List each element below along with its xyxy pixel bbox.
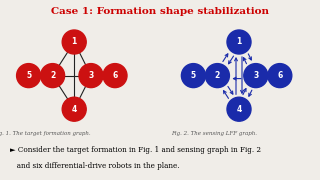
Text: Fig. 1. The target formation graph.: Fig. 1. The target formation graph.	[0, 131, 91, 136]
Circle shape	[268, 64, 292, 88]
Text: 1: 1	[72, 37, 77, 46]
Text: 5: 5	[191, 71, 196, 80]
Circle shape	[103, 64, 127, 88]
Text: 2: 2	[50, 71, 55, 80]
Text: ► Consider the target formation in Fig. 1 and sensing graph in Fig. 2: ► Consider the target formation in Fig. …	[10, 146, 260, 154]
Text: 4: 4	[72, 105, 77, 114]
Circle shape	[62, 30, 86, 54]
Circle shape	[17, 64, 41, 88]
Text: 6: 6	[277, 71, 283, 80]
Text: 5: 5	[26, 71, 31, 80]
Text: 4: 4	[236, 105, 242, 114]
Circle shape	[181, 64, 205, 88]
Circle shape	[205, 64, 229, 88]
Text: 2: 2	[215, 71, 220, 80]
Circle shape	[41, 64, 65, 88]
Text: Case 1: Formation shape stabilization: Case 1: Formation shape stabilization	[51, 7, 269, 16]
Circle shape	[62, 97, 86, 121]
Text: 3: 3	[88, 71, 94, 80]
Circle shape	[227, 30, 251, 54]
Text: 3: 3	[253, 71, 259, 80]
Text: and six differential-drive robots in the plane.: and six differential-drive robots in the…	[10, 162, 179, 170]
Text: 1: 1	[236, 37, 242, 46]
Text: 6: 6	[112, 71, 118, 80]
Text: Fig. 2. The sensing LFF graph.: Fig. 2. The sensing LFF graph.	[172, 131, 257, 136]
Circle shape	[244, 64, 268, 88]
Circle shape	[79, 64, 103, 88]
Circle shape	[227, 97, 251, 121]
